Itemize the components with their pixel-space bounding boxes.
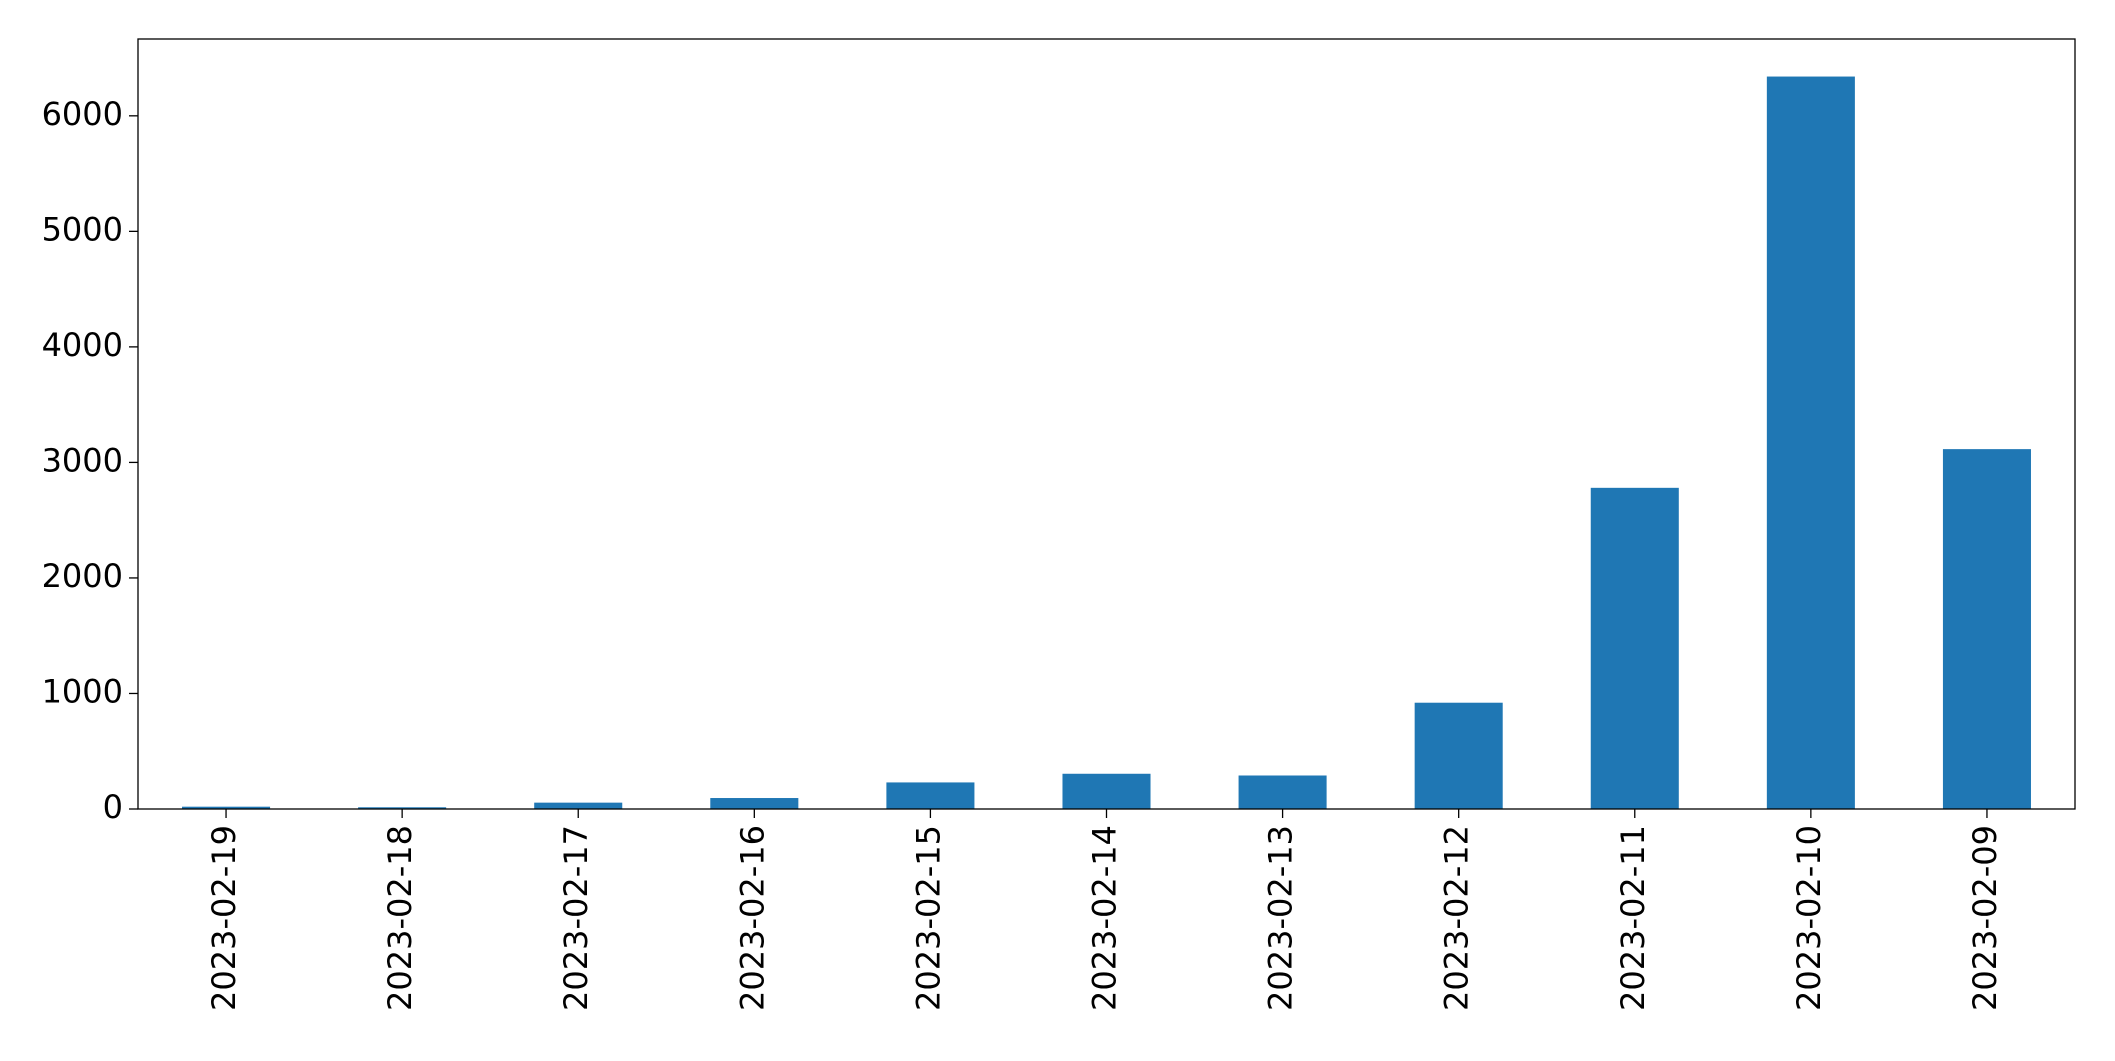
x-tick-label: 2023-02-09 <box>1966 825 2004 1011</box>
x-tick-label: 2023-02-11 <box>1614 825 1652 1011</box>
x-tick-label: 2023-02-19 <box>205 825 243 1011</box>
bar <box>1238 775 1327 809</box>
y-tick-label: 5000 <box>42 210 123 248</box>
x-tick-label: 2023-02-14 <box>1086 825 1124 1011</box>
x-tick-label: 2023-02-18 <box>381 825 419 1011</box>
y-tick-label: 6000 <box>42 95 123 133</box>
x-tick-label: 2023-02-17 <box>557 825 595 1011</box>
plot-frame <box>137 38 2076 810</box>
bar <box>1942 449 2031 809</box>
y-tick-label: 4000 <box>42 326 123 364</box>
x-tick-label: 2023-02-10 <box>1790 825 1828 1011</box>
x-tick-label: 2023-02-15 <box>909 825 947 1011</box>
y-tick-label: 3000 <box>42 441 123 479</box>
x-tick-label: 2023-02-13 <box>1262 825 1300 1011</box>
x-tick-label: 2023-02-12 <box>1438 825 1476 1011</box>
bar <box>1766 76 1855 810</box>
bar <box>182 806 271 809</box>
bar <box>1590 487 1679 809</box>
y-tick-label: 2000 <box>42 557 123 595</box>
bar <box>358 807 447 809</box>
bar <box>534 802 623 809</box>
x-tick-label: 2023-02-16 <box>733 825 771 1011</box>
bar <box>1062 773 1151 809</box>
y-tick-label: 1000 <box>42 672 123 710</box>
bar <box>1414 702 1503 809</box>
y-tick-label: 0 <box>103 788 123 826</box>
bar <box>710 798 799 809</box>
bar <box>886 782 975 809</box>
